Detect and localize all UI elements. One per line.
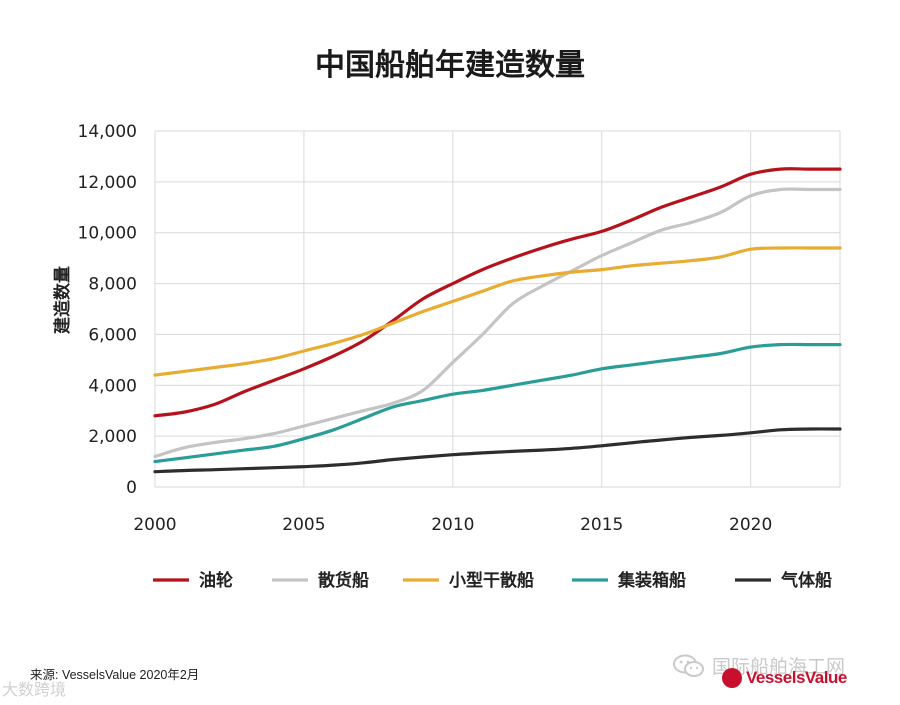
- source-note: 来源: VesselsValue 2020年2月: [30, 668, 200, 682]
- y-tick-label: 2,000: [88, 427, 137, 447]
- y-tick-label: 10,000: [78, 224, 137, 244]
- x-tick-label: 2015: [580, 515, 623, 535]
- y-tick-label: 6,000: [88, 325, 137, 345]
- wechat-icon: [673, 654, 704, 677]
- y-ticks: 0 2,000 4,000 6,000 8,000 10,000 12,000 14,000: [78, 122, 137, 498]
- legend-label: 气体船: [780, 570, 832, 591]
- legend-label: 集装箱船: [617, 570, 686, 591]
- x-tick-label: 2005: [282, 515, 325, 535]
- series-line-油轮: [153, 167, 842, 418]
- left-watermark: 大数跨境: [2, 680, 67, 699]
- legend-label: 油轮: [199, 570, 233, 591]
- y-tick-label: 0: [126, 478, 137, 498]
- x-ticks: 2000 2005 2010 2015 2020: [133, 515, 772, 535]
- y-tick-label: 14,000: [78, 122, 137, 142]
- x-tick-label: 2020: [729, 515, 772, 535]
- chart-title: 中国船舶年建造数量: [315, 48, 585, 83]
- wechat-brand-text: 国际船舶海工网: [712, 656, 846, 678]
- logo-text: VesselsValue: [746, 668, 847, 687]
- series-line-散货船: [153, 187, 842, 459]
- legend: 油轮 散货船 小型干散船 集装箱船 气体船: [153, 570, 832, 591]
- legend-label: 小型干散船: [449, 570, 534, 591]
- x-tick-label: 2000: [133, 515, 176, 535]
- y-tick-label: 8,000: [88, 275, 137, 295]
- series-lines: [153, 167, 842, 474]
- series-line-集装箱船: [153, 342, 842, 464]
- x-tick-label: 2010: [431, 515, 474, 535]
- y-tick-label: 4,000: [88, 376, 137, 396]
- y-tick-label: 12,000: [78, 173, 137, 193]
- series-line-小型干散船: [153, 246, 842, 377]
- line-chart: 中国船舶年建造数量 建造数量 0 2,000 4,000 6,000 8,000 10,0…: [52, 48, 842, 591]
- legend-label: 散货船: [318, 570, 369, 591]
- y-axis-label: 建造数量: [52, 266, 73, 334]
- series-line-气体船: [153, 427, 842, 474]
- vesselsvalue-logo: VesselsValue: [722, 668, 847, 688]
- wechat-watermark: 国际船舶海工网: [672, 652, 845, 679]
- vesselsvalue-logo-icon: [722, 668, 742, 688]
